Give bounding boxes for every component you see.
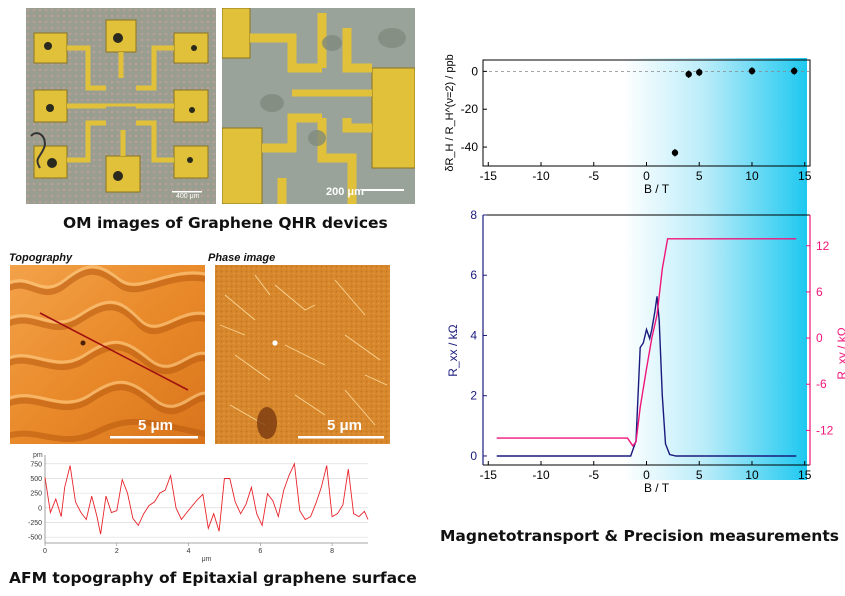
afm-topography-image: 5 μm	[10, 265, 205, 444]
transport-xtick: 0	[643, 468, 650, 482]
topography-label: Topography	[9, 252, 73, 264]
transport-xtick: 5	[696, 468, 703, 482]
precision-point	[748, 67, 756, 75]
magnetotransport-chart: 0 2 4 6 8 -12 -6 0 6 12 -15 -10 -5 0 5 10 15 B / T R_xx / …	[446, 208, 845, 495]
profile-ytick: -250	[28, 520, 42, 527]
transport-xtick: 10	[745, 468, 759, 482]
profile-ytick: 750	[30, 461, 42, 468]
profile-xtick: 2	[115, 548, 119, 555]
phase-scale: 5 μm	[327, 417, 363, 434]
magnetic-field-gradient-band	[623, 58, 807, 480]
transport-xlabel: B / T	[644, 481, 670, 495]
precision-xtick: -10	[532, 169, 550, 183]
transport-y2tick: 6	[816, 285, 823, 299]
transport-ytick: 6	[470, 268, 477, 282]
precision-ylabel: δR_H / R_H^(ν=2) / ppb	[444, 54, 456, 171]
profile-ytick: 250	[30, 491, 42, 498]
precision-xtick: 10	[745, 169, 759, 183]
precision-ytick: -40	[461, 140, 479, 154]
transport-ytick: 0	[470, 449, 477, 463]
profile-ytick: 500	[30, 476, 42, 483]
precision-point	[696, 69, 703, 76]
transport-y2tick: 0	[816, 331, 823, 345]
transport-ytick: 4	[470, 328, 477, 342]
profile-ytick: 0	[38, 505, 42, 512]
transport-ylabel: R_xx / kΩ	[446, 324, 460, 376]
precision-xtick: 5	[696, 169, 703, 183]
rxx-line	[496, 296, 797, 457]
profile-xlabel: μm	[202, 556, 212, 563]
afm-phase-image: 5 μm	[215, 265, 390, 444]
transport-xtick: -10	[532, 468, 550, 482]
om-image-right: 200 μm	[222, 8, 415, 204]
transport-y2tick: -6	[816, 377, 827, 391]
transport-xtick: 15	[798, 468, 812, 482]
precision-point	[671, 149, 679, 156]
transport-xtick: -15	[480, 468, 498, 482]
transport-ytick: 2	[470, 389, 477, 403]
profile-ylabel: pm	[33, 452, 43, 459]
profile-xtick: 6	[258, 548, 262, 555]
profile-xtick: 0	[43, 548, 47, 555]
precision-xlabel: B / T	[644, 182, 670, 196]
precision-xtick: 0	[643, 169, 650, 183]
precision-chart: 0 -20 -40 -15 -10 -5 0 5 10 15 B / T δR_H / R_H^(ν=…	[444, 54, 812, 196]
precision-xtick: -15	[480, 169, 498, 183]
precision-frame	[482, 59, 811, 167]
profile-ytick: -500	[28, 535, 42, 542]
profile-xtick: 8	[330, 548, 334, 555]
afm-caption: AFM topography of Epitaxial graphene sur…	[9, 569, 417, 587]
precision-ytick: -20	[461, 102, 479, 116]
transport-xtick: -5	[588, 468, 599, 482]
om-image-left: 400 μm	[26, 8, 216, 204]
om-right-scale: 200 μm	[326, 186, 364, 198]
rxy-line	[496, 238, 797, 447]
profile-line	[44, 462, 369, 535]
om-caption: OM images of Graphene QHR devices	[63, 214, 388, 232]
precision-ytick: 0	[471, 64, 478, 78]
phase-label: Phase image	[208, 252, 276, 264]
om-left-scale: 400 μm	[176, 193, 200, 200]
precision-xtick: 15	[798, 169, 812, 183]
transport-y2tick: -12	[816, 423, 834, 437]
profile-xtick: 4	[187, 548, 191, 555]
magnetotransport-caption: Magnetotransport & Precision measurement…	[440, 527, 839, 545]
precision-point	[790, 67, 798, 75]
topography-scale: 5 μm	[138, 417, 174, 434]
precision-point	[685, 70, 692, 78]
transport-ytick: 8	[470, 208, 477, 222]
precision-xtick: -5	[588, 169, 599, 183]
transport-y2label: R_xy / kΩ	[835, 327, 845, 379]
transport-y2tick: 12	[816, 239, 830, 253]
